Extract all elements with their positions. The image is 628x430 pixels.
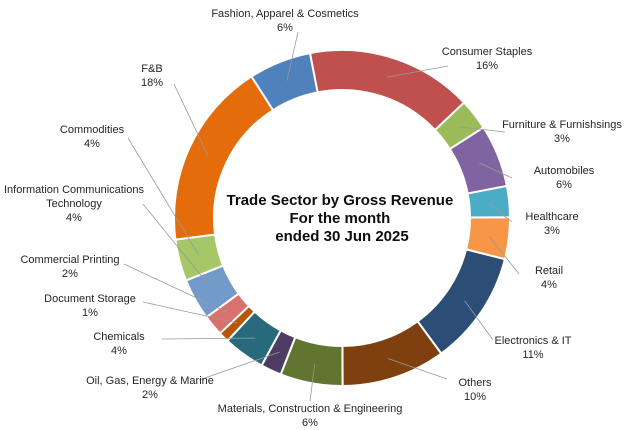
percent-label: 10% [464,391,486,403]
label-materials-construction-and-engineering: Materials, Construction & Engineering 6% [218,403,403,429]
label-retail: Retail 4% [535,265,563,291]
leader-lines-group [123,31,520,402]
label-automobiles: Automobiles 6% [534,165,595,191]
category-label: Consumer Staples [442,46,533,58]
leader-line-electronics-and-it [464,300,494,341]
leader-line-fandb [173,83,209,156]
label-commodities: Commodities 4% [60,124,125,150]
percent-label: 6% [302,417,318,429]
label-others: Others 10% [458,377,492,403]
leader-line-automobiles [479,162,513,179]
chart-title-line-2: For the month [290,210,391,227]
percent-label: 2% [142,389,158,401]
labels-group: Consumer Staples 16% Furniture & Furnishsi… [4,8,622,429]
category-label: Fashion, Apparel & Cosmetics [211,8,359,20]
category-label: Retail [535,265,563,277]
label-commercial-printing: Commercial Printing 2% [20,254,119,280]
leader-line-commercial-printing [123,263,229,314]
leader-line-commodities [127,137,200,256]
percent-label: 4% [541,279,557,291]
category-label: Oil, Gas, Energy & Marine [86,375,214,387]
slices-group [173,49,512,388]
label-document-storage: Document Storage 1% [44,293,136,319]
leader-line-chemicals [161,337,256,340]
percent-label: 6% [277,22,293,34]
category-label: Technology [46,198,102,210]
chart-title: Trade Sector by Gross Revenue For the mo… [227,192,458,245]
percent-label: 18% [141,77,163,89]
category-label: Electronics & IT [494,335,571,347]
percent-label: 4% [66,212,82,224]
percent-label: 3% [544,225,560,237]
label-fashion-apparel-and-cosmetics: Fashion, Apparel & Cosmetics 6% [211,8,359,34]
category-label: Chemicals [93,331,145,343]
leader-line-fashion-apparel-and-cosmetics [286,31,299,81]
category-label: Furniture & Furnishsings [502,119,622,131]
percent-label: 3% [554,133,570,145]
label-healthcare: Healthcare 3% [525,211,578,237]
category-label: Document Storage [44,293,136,305]
category-label: Commercial Printing [20,254,119,266]
slice-consumer-staples [308,49,466,132]
category-label: Commodities [60,124,125,136]
chart-title-line-1: Trade Sector by Gross Revenue [227,192,454,209]
percent-label: 6% [556,179,572,191]
percent-label: 4% [84,138,100,150]
category-label: Healthcare [525,211,578,223]
percent-label: 16% [476,60,498,72]
label-oil-gas-energy-and-marine: Oil, Gas, Energy & Marine 2% [86,375,214,401]
slice-fandb [173,75,275,241]
leader-line-healthcare [489,203,513,223]
percent-label: 2% [62,268,78,280]
label-furniture-and-furnishsings: Furniture & Furnishsings 3% [502,119,622,145]
category-label: Automobiles [534,165,595,177]
percent-label: 1% [82,307,98,319]
leader-line-document-storage [142,301,238,324]
percent-label: 4% [111,345,127,357]
label-chemicals: Chemicals 4% [93,331,145,357]
leader-line-consumer-staples [387,65,449,78]
label-electronics-and-it: Electronics & IT 11% [494,335,571,361]
label-consumer-staples: Consumer Staples 16% [442,46,533,72]
leader-line-oil-gas-energy-and-marine [198,351,280,381]
leader-line-others [388,358,448,380]
leader-line-information-communications-technology [142,203,213,291]
leader-line-materials-construction-and-engineering [309,363,316,402]
category-label: Others [458,377,492,389]
percent-label: 11% [522,349,543,361]
category-label: Materials, Construction & Engineering [218,403,403,415]
label-fandb: F&B 18% [141,63,163,89]
leader-line-retail [488,235,520,275]
category-label: Information Communications [4,184,145,196]
chart-title-line-3: ended 30 Jun 2025 [275,228,408,245]
label-information-communications-technology: Information Communications Technology 4% [4,184,145,224]
category-label: F&B [141,63,162,75]
leader-line-furniture-and-furnishsings [458,126,506,133]
slice-fashion-apparel-and-cosmetics [250,51,319,112]
